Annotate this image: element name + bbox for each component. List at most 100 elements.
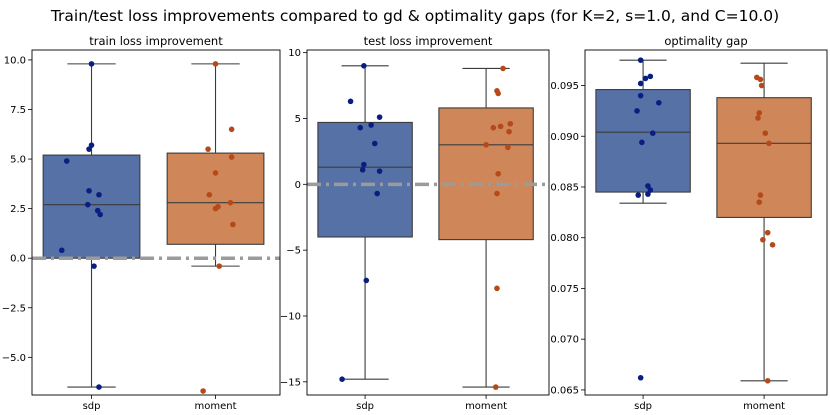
y-tick-label: 10.0 (4, 55, 26, 66)
panel-title: test loss improvement (364, 34, 493, 48)
point-sdp (371, 140, 378, 147)
point-sdp (363, 277, 370, 284)
point-sdp (637, 80, 644, 87)
box-iqr (716, 97, 812, 218)
box-sdp (42, 63, 141, 388)
point-sdp (374, 190, 380, 197)
point-sdp (635, 192, 642, 198)
point-moment (505, 144, 511, 151)
point-moment (495, 90, 501, 97)
point-sdp (642, 75, 649, 82)
point-moment (212, 61, 219, 67)
y-tick-label: 0.080 (550, 233, 579, 244)
point-sdp (357, 124, 364, 131)
y-tick-label: 0.090 (550, 132, 579, 143)
point-moment (216, 263, 223, 269)
point-moment (490, 124, 497, 131)
point-moment (757, 192, 764, 198)
point-sdp (96, 191, 102, 198)
point-moment (766, 140, 772, 147)
panel-3: optimality gap 0.065 0.070 0.075 0.080 0.085 0… (550, 34, 828, 412)
point-moment (764, 377, 771, 384)
y-tick-label: 5.0 (10, 155, 26, 166)
point-sdp (639, 139, 645, 146)
box-iqr (166, 152, 265, 245)
point-moment (497, 123, 504, 130)
point-moment (494, 190, 500, 197)
point-sdp (634, 108, 640, 114)
point-sdp (368, 122, 374, 128)
point-sdp (376, 168, 383, 174)
point-sdp (85, 201, 91, 208)
point-moment (757, 76, 764, 83)
panel-1: train loss improvement −5.0 −2.5 0.0 2.5 5.0 7… (2, 34, 281, 412)
y-tick-label: 5 (295, 114, 301, 125)
panel-2: test loss improvement −15 −10 −5 0 5 10 sdp mome… (280, 34, 550, 412)
point-moment (212, 205, 219, 212)
point-sdp (86, 146, 92, 152)
point-sdp (96, 384, 102, 390)
y-tick-label: −15 (280, 377, 301, 388)
point-moment (483, 142, 489, 148)
point-sdp (339, 376, 345, 382)
box-iqr (317, 121, 413, 238)
y-tick-label: 0.085 (550, 182, 579, 193)
point-sdp (637, 57, 644, 63)
point-sdp (359, 167, 366, 173)
x-tick-label: moment (465, 401, 507, 412)
point-sdp (637, 374, 644, 381)
point-moment (762, 130, 769, 137)
y-tick-label: −10 (280, 311, 301, 322)
point-moment (755, 115, 761, 121)
box-iqr (42, 154, 141, 259)
point-moment (228, 154, 235, 160)
point-moment (769, 242, 776, 248)
point-moment (205, 146, 211, 152)
point-moment (492, 384, 499, 390)
point-moment (228, 126, 235, 133)
point-moment (507, 120, 514, 127)
y-tick-label: 0.065 (550, 385, 579, 396)
y-tick-label: −5.0 (2, 353, 26, 364)
x-tick-label: moment (743, 401, 785, 412)
point-sdp (91, 263, 97, 269)
point-sdp (645, 191, 651, 197)
point-moment (230, 221, 236, 228)
y-tick-label: 2.5 (10, 204, 26, 215)
figure-suptitle: Train/test loss improvements compared to… (50, 7, 779, 25)
point-moment (764, 229, 771, 236)
point-sdp (649, 130, 656, 137)
y-tick-label: 0.0 (10, 254, 26, 265)
panel-title: optimality gap (664, 34, 747, 48)
y-tick-label: 0.070 (550, 335, 579, 346)
point-moment (227, 199, 234, 206)
y-tick-label: 0 (295, 180, 301, 191)
box-sdp (317, 65, 413, 380)
point-moment (494, 285, 500, 292)
x-tick-label: moment (195, 401, 237, 412)
point-sdp (86, 187, 92, 194)
x-tick-label: sdp (83, 401, 101, 412)
y-tick-label: 10 (288, 48, 301, 59)
point-sdp (376, 114, 383, 120)
box-iqr (438, 107, 534, 241)
point-sdp (361, 63, 367, 69)
point-sdp (656, 99, 662, 106)
axes-frame (306, 49, 550, 396)
x-tick-label: sdp (356, 401, 374, 412)
point-moment (756, 110, 763, 116)
x-tick-label: sdp (634, 401, 652, 412)
point-sdp (647, 187, 654, 193)
point-moment (756, 199, 763, 206)
box-moment (438, 67, 534, 388)
point-sdp (58, 247, 65, 254)
point-sdp (97, 211, 103, 218)
point-moment (212, 170, 219, 176)
point-sdp (63, 158, 70, 164)
panel-title: train loss improvement (89, 34, 223, 48)
point-sdp (361, 161, 367, 168)
point-moment (760, 236, 766, 243)
y-tick-label: −5 (286, 246, 301, 257)
point-moment (506, 128, 512, 135)
